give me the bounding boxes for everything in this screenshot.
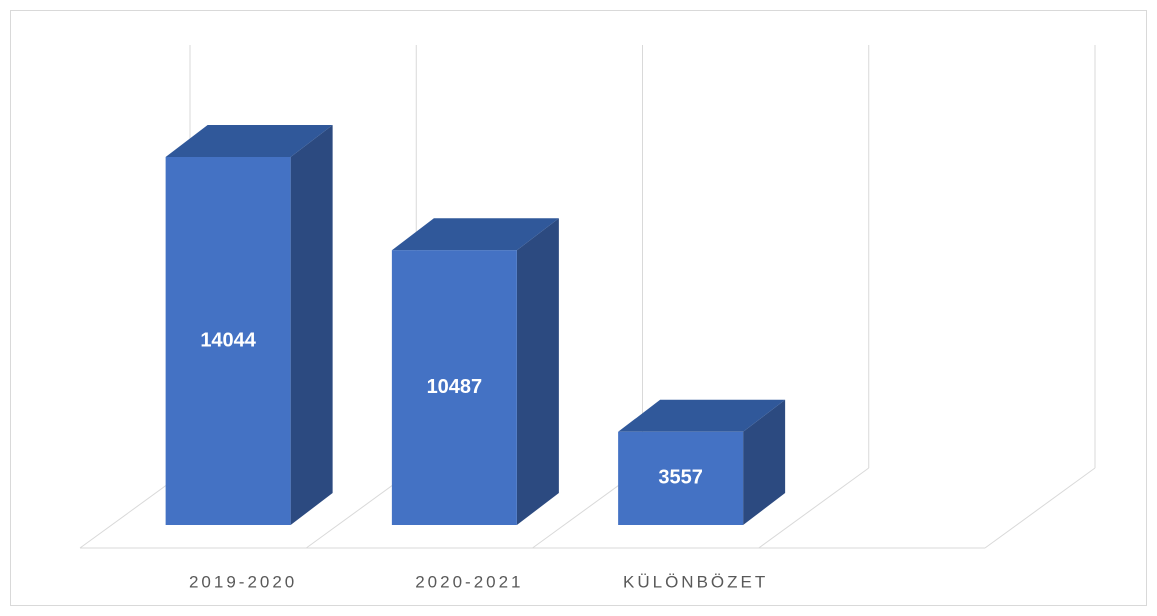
floor-line (984, 467, 1096, 549)
bar-side (743, 399, 786, 525)
data-label: 3557 (658, 467, 703, 489)
x-tick-label: 2020-2021 (415, 572, 523, 591)
x-tick-label: 2019-2020 (189, 572, 297, 591)
bar-top (165, 125, 333, 157)
bar-top (618, 399, 786, 432)
bar (618, 431, 744, 525)
floor-line (758, 467, 870, 549)
data-label: 10487 (427, 376, 483, 398)
data-label: 14044 (200, 329, 256, 351)
x-tick-label: KÜLÖNBÖZET (623, 572, 768, 591)
bar-top (391, 218, 559, 251)
bar-side (516, 218, 559, 525)
bar (391, 250, 517, 525)
bar (165, 157, 291, 525)
bar-side (290, 125, 333, 525)
